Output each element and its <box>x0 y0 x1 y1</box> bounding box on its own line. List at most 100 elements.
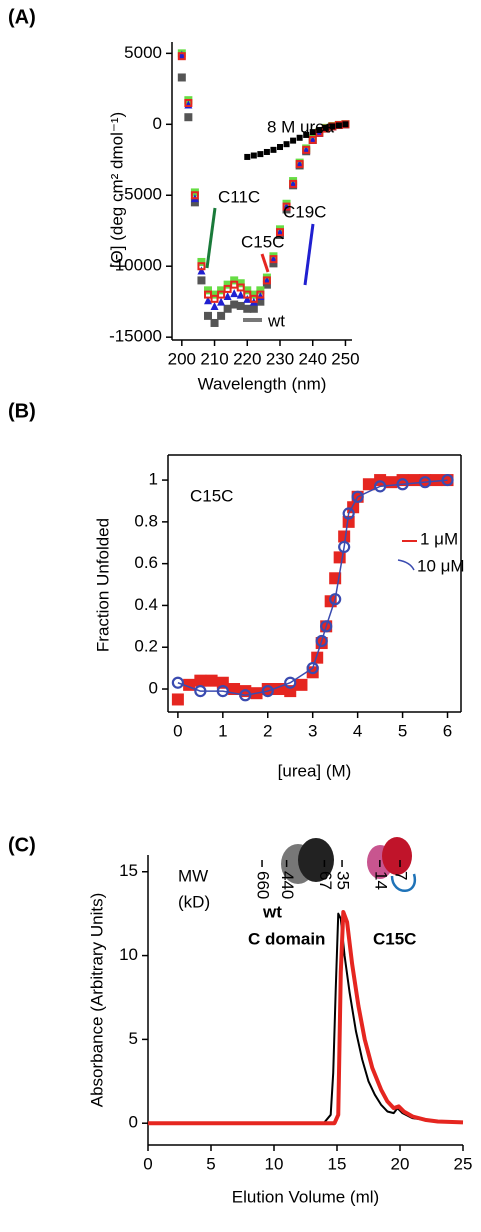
y-tick-label: 5 <box>129 1029 138 1048</box>
marker <box>190 198 199 207</box>
marker <box>243 286 252 295</box>
series-label: C15C <box>373 929 416 948</box>
y-tick-label: -10000 <box>109 256 162 275</box>
y-tick-label: 0 <box>129 1113 138 1132</box>
y-tick-label: 5000 <box>124 43 162 62</box>
marker <box>276 228 284 237</box>
marker <box>418 476 432 489</box>
marker <box>333 551 346 564</box>
marker <box>236 290 245 299</box>
x-tick-label: 2 <box>263 721 272 740</box>
marker <box>256 286 265 295</box>
marker <box>184 99 193 108</box>
x-tick-label: 0 <box>143 1154 152 1173</box>
x-tick-label: 1 <box>218 721 227 740</box>
mw-tick-label: 440 <box>278 871 297 899</box>
marker <box>284 676 297 689</box>
marker <box>338 530 351 543</box>
mw-tick-label: 14 <box>371 871 390 890</box>
y-tick-label: 0.8 <box>134 511 158 530</box>
marker <box>236 283 245 292</box>
pointer <box>260 253 270 273</box>
y-axis-title: Fraction Unfolded <box>93 518 112 652</box>
series-label: C11C <box>218 187 260 206</box>
marker <box>295 678 308 691</box>
marker <box>205 674 218 687</box>
mw-tick-label: 67 <box>316 871 335 890</box>
marker <box>430 474 443 487</box>
marker <box>262 276 271 285</box>
x-axis-title: Wavelength (nm) <box>198 374 327 393</box>
marker <box>223 284 232 293</box>
y-tick-label: 10 <box>119 945 138 964</box>
x-tick-label: 210 <box>200 349 228 368</box>
y-tick-label: -5000 <box>119 185 162 204</box>
marker <box>249 294 258 303</box>
marker <box>217 286 226 295</box>
mw-tick-label: 7 <box>392 871 411 880</box>
marker <box>261 685 274 698</box>
marker <box>210 294 219 303</box>
c15c-blob-2 <box>382 837 412 875</box>
x-tick-label: 220 <box>233 349 261 368</box>
marker <box>184 113 193 122</box>
marker <box>329 123 336 130</box>
marker <box>441 473 454 487</box>
marker <box>230 280 239 289</box>
marker <box>204 311 212 320</box>
marker <box>295 160 304 169</box>
marker <box>269 255 278 264</box>
y-tick-label: 15 <box>119 861 138 880</box>
marker <box>262 280 271 289</box>
y-axis-title: [Θ] (deg cm² dmol⁻¹) <box>107 112 126 268</box>
marker <box>210 301 219 310</box>
marker <box>282 202 291 211</box>
marker <box>197 276 206 285</box>
marker <box>256 297 265 306</box>
y-tick-label: -15000 <box>109 327 162 346</box>
series-label: wt <box>267 311 285 330</box>
marker <box>335 122 342 129</box>
marker <box>223 280 232 289</box>
marker <box>243 304 252 313</box>
marker <box>244 153 251 160</box>
marker <box>308 135 317 144</box>
marker <box>329 593 342 606</box>
marker <box>197 266 206 275</box>
annotation: C15C <box>190 486 233 505</box>
marker <box>303 131 310 138</box>
marker <box>302 145 311 154</box>
c15c-loop <box>390 873 417 892</box>
marker <box>223 292 232 301</box>
marker <box>216 685 229 698</box>
marker <box>243 294 252 303</box>
marker <box>197 257 206 266</box>
x-tick-label: 25 <box>454 1154 473 1173</box>
marker <box>322 124 329 131</box>
marker <box>250 152 257 159</box>
marker <box>256 290 265 299</box>
marker <box>249 304 258 313</box>
blobs <box>281 837 417 892</box>
marker <box>309 129 316 136</box>
marker <box>296 134 303 141</box>
mw-tick-label: 660 <box>254 871 273 899</box>
marker <box>342 515 355 528</box>
x-tick-label: 20 <box>391 1154 410 1173</box>
marker <box>210 318 219 327</box>
marker <box>197 262 206 271</box>
x-axis-title: Elution Volume (ml) <box>232 1187 379 1206</box>
x-tick-label: 5 <box>206 1154 215 1173</box>
marker <box>362 478 375 491</box>
x-tick-label: 5 <box>398 721 407 740</box>
marker <box>320 620 333 633</box>
marker <box>283 141 290 148</box>
y-tick-label: 0.6 <box>134 553 158 572</box>
y-tick-label: 0.2 <box>134 637 158 656</box>
y-tick-label: 0 <box>149 679 158 698</box>
pointer <box>205 207 217 269</box>
marker <box>269 259 278 268</box>
x-tick-label: 250 <box>331 349 359 368</box>
x-tick-label: 0 <box>173 721 182 740</box>
y-tick-label: 0.4 <box>134 595 158 614</box>
